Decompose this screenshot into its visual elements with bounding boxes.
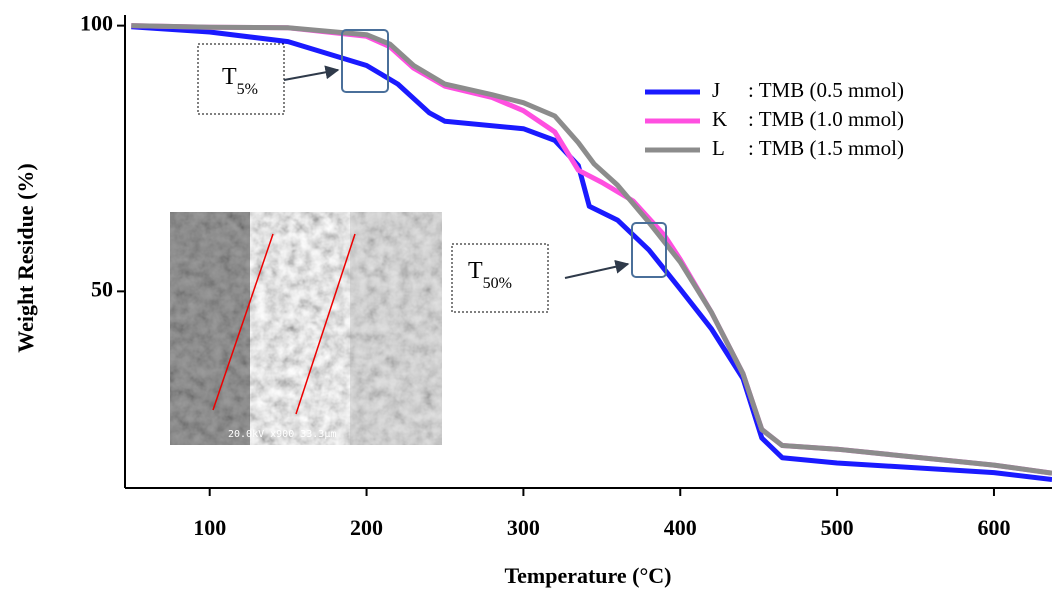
inset-caption: 20.0kV x900 33.3µm [228, 429, 336, 440]
annotation-sub: 5% [237, 81, 258, 98]
legend-name: K [712, 107, 727, 131]
arrow [283, 65, 340, 81]
y-axis-label: Weight Residue (%) [13, 163, 38, 352]
highlight-box [341, 29, 389, 93]
annotation-text: T [468, 258, 483, 284]
legend-label: : TMB (1.5 mmol) [748, 136, 904, 160]
x-tick-label: 100 [193, 515, 226, 540]
sem-inset: 20.0kV x900 33.3µm [170, 212, 442, 445]
annotation: T50% [468, 258, 512, 292]
annotation-box [197, 43, 285, 115]
x-tick-label: 300 [507, 515, 540, 540]
x-tick-label: 500 [821, 515, 854, 540]
legend-name: L [712, 136, 725, 160]
arrow [564, 259, 630, 279]
legend-name: J [712, 78, 720, 102]
y-tick-label: 50 [91, 276, 113, 301]
line [131, 23, 1052, 476]
annotation-box [451, 243, 549, 313]
line [131, 24, 1052, 482]
highlight-box [631, 222, 667, 278]
annotation: T5% [222, 64, 258, 98]
x-axis-label: Temperature (°C) [504, 563, 671, 588]
legend-label: : TMB (0.5 mmol) [748, 78, 904, 102]
annotation-sub: 50% [483, 275, 512, 292]
x-tick-label: 200 [350, 515, 383, 540]
x-tick-label: 400 [664, 515, 697, 540]
annotation-text: T [222, 64, 237, 90]
x-tick-label: 600 [977, 515, 1010, 540]
y-tick-label: 100 [80, 11, 113, 36]
legend-label: : TMB (1.0 mmol) [748, 107, 904, 131]
